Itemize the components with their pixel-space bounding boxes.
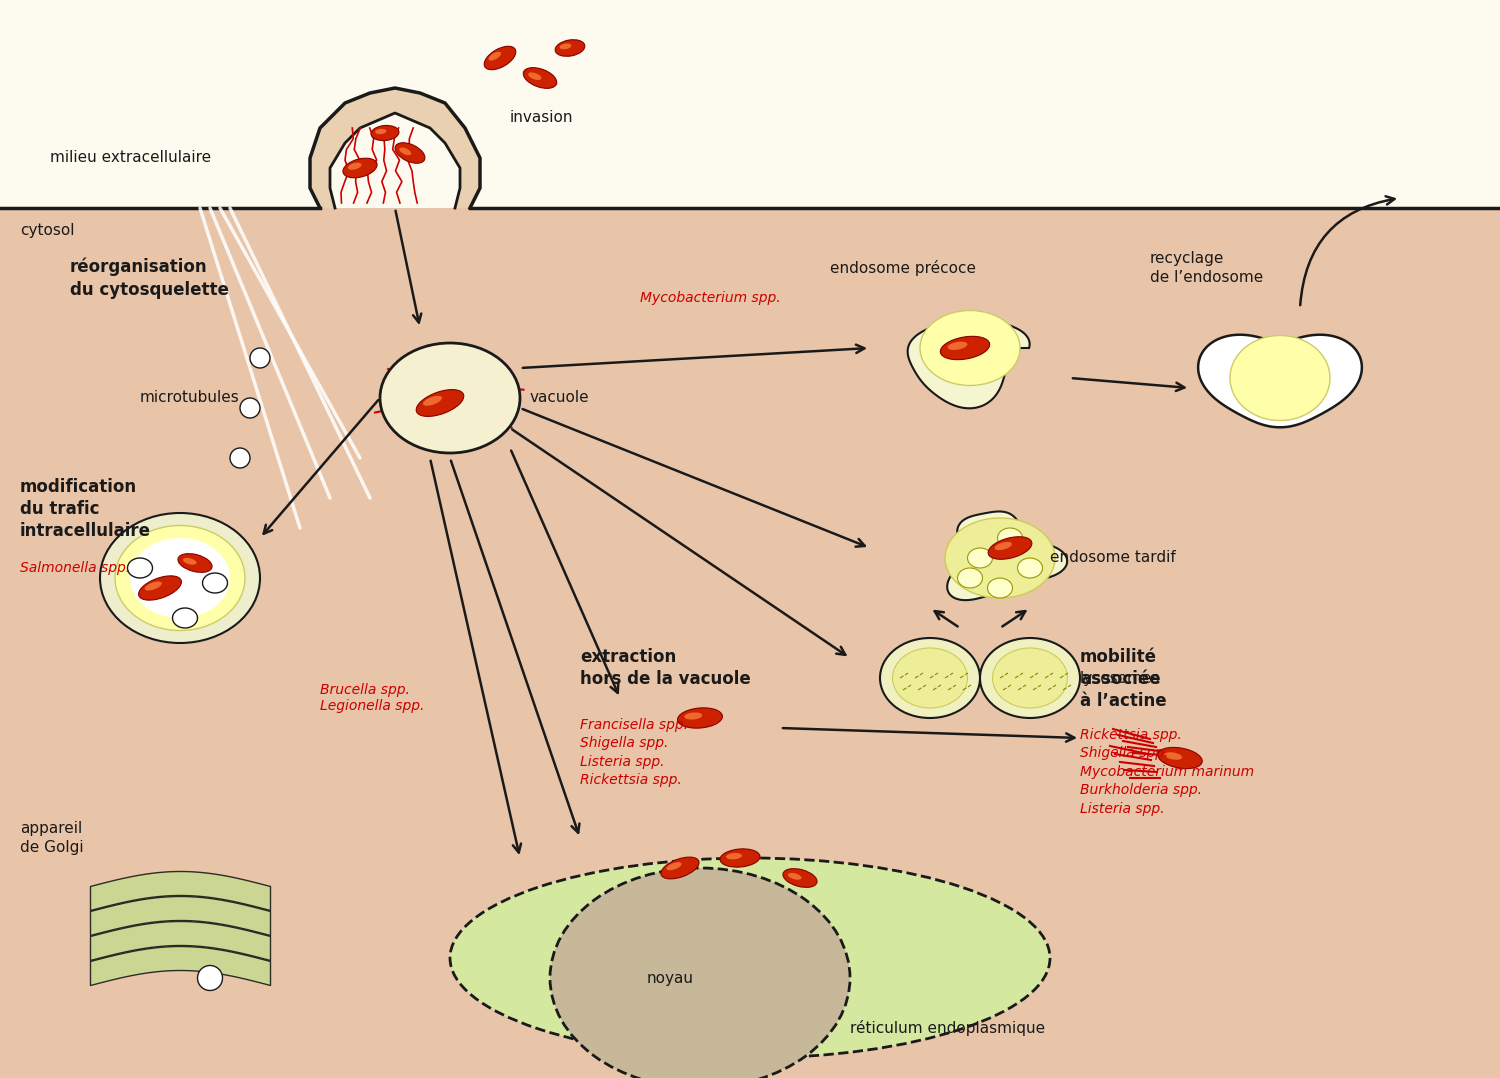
Ellipse shape <box>484 46 516 70</box>
FancyBboxPatch shape <box>0 208 1500 1078</box>
Text: invasion: invasion <box>510 111 573 125</box>
Ellipse shape <box>144 581 162 591</box>
Text: recyclage
de l’endosome: recyclage de l’endosome <box>1150 251 1263 285</box>
Polygon shape <box>908 317 1029 409</box>
Ellipse shape <box>1158 747 1202 769</box>
Text: cytosol: cytosol <box>20 223 75 238</box>
Text: microtubules: microtubules <box>140 390 240 405</box>
Ellipse shape <box>726 853 742 859</box>
Ellipse shape <box>662 857 699 879</box>
Ellipse shape <box>202 573 228 593</box>
Ellipse shape <box>183 558 196 565</box>
Ellipse shape <box>344 158 376 178</box>
Ellipse shape <box>993 648 1068 708</box>
Ellipse shape <box>550 868 850 1078</box>
Ellipse shape <box>524 68 556 88</box>
Ellipse shape <box>116 525 244 631</box>
Text: endosome précoce: endosome précoce <box>830 260 977 276</box>
Ellipse shape <box>380 343 520 453</box>
Polygon shape <box>1198 334 1362 427</box>
Ellipse shape <box>100 513 260 642</box>
Ellipse shape <box>560 43 572 50</box>
Ellipse shape <box>994 542 1012 550</box>
Ellipse shape <box>957 568 982 588</box>
Ellipse shape <box>920 310 1020 386</box>
Text: milieu extracellulaire: milieu extracellulaire <box>50 151 211 166</box>
Text: vacuole: vacuole <box>530 390 590 405</box>
Ellipse shape <box>399 148 411 155</box>
Text: endosome tardif: endosome tardif <box>1050 551 1176 566</box>
Ellipse shape <box>788 873 801 880</box>
Ellipse shape <box>178 554 212 572</box>
Ellipse shape <box>130 538 230 618</box>
Ellipse shape <box>348 163 361 169</box>
Ellipse shape <box>240 398 260 418</box>
Ellipse shape <box>945 519 1054 598</box>
Text: appareil
de Golgi: appareil de Golgi <box>20 821 84 855</box>
Ellipse shape <box>230 448 251 468</box>
Ellipse shape <box>880 638 980 718</box>
Ellipse shape <box>251 348 270 368</box>
Ellipse shape <box>423 396 442 405</box>
Ellipse shape <box>394 142 424 163</box>
Text: extraction
hors de la vacuole: extraction hors de la vacuole <box>580 648 750 688</box>
Ellipse shape <box>1017 558 1042 578</box>
Text: modification
du trafic
intracellulaire: modification du trafic intracellulaire <box>20 478 152 540</box>
Ellipse shape <box>988 537 1032 559</box>
Ellipse shape <box>678 708 723 728</box>
Ellipse shape <box>666 862 681 870</box>
Ellipse shape <box>1230 335 1330 420</box>
Ellipse shape <box>783 869 818 887</box>
Text: Salmonella spp.: Salmonella spp. <box>20 561 130 575</box>
Ellipse shape <box>940 336 990 360</box>
Ellipse shape <box>416 389 464 416</box>
Ellipse shape <box>684 713 702 720</box>
Ellipse shape <box>489 52 501 60</box>
Polygon shape <box>310 88 480 208</box>
Ellipse shape <box>948 342 968 350</box>
FancyBboxPatch shape <box>0 0 1500 208</box>
Ellipse shape <box>528 72 542 80</box>
Ellipse shape <box>450 858 1050 1058</box>
Ellipse shape <box>375 129 387 134</box>
Text: noyau: noyau <box>646 970 693 985</box>
Ellipse shape <box>370 125 399 140</box>
Text: mobilité
associée
à l’actine: mobilité associée à l’actine <box>1080 648 1167 710</box>
Text: Mycobacterium spp.: Mycobacterium spp. <box>640 291 780 305</box>
Ellipse shape <box>980 638 1080 718</box>
Ellipse shape <box>198 966 222 991</box>
Text: Francisella spp.
Shigella spp.
Listeria spp.
Rickettsia spp.: Francisella spp. Shigella spp. Listeria … <box>580 718 688 787</box>
Ellipse shape <box>138 576 182 600</box>
Ellipse shape <box>1164 752 1182 760</box>
Ellipse shape <box>892 648 968 708</box>
Ellipse shape <box>987 578 1012 598</box>
Polygon shape <box>946 511 1066 600</box>
Ellipse shape <box>128 558 153 578</box>
Text: réorganisation
du cytosquelette: réorganisation du cytosquelette <box>70 258 230 299</box>
Ellipse shape <box>998 528 1023 548</box>
Ellipse shape <box>720 848 760 867</box>
Text: lysosomes: lysosomes <box>1080 671 1161 686</box>
Ellipse shape <box>555 40 585 56</box>
Text: réticulum endoplasmique: réticulum endoplasmique <box>850 1020 1046 1036</box>
Text: Rickettsia spp.
Shigella spp.
Mycobacterium marinum
Burkholderia spp.
Listeria s: Rickettsia spp. Shigella spp. Mycobacter… <box>1080 728 1254 816</box>
Text: Brucella spp.
Legionella spp.: Brucella spp. Legionella spp. <box>320 682 424 714</box>
Ellipse shape <box>172 608 198 628</box>
Ellipse shape <box>968 548 993 568</box>
